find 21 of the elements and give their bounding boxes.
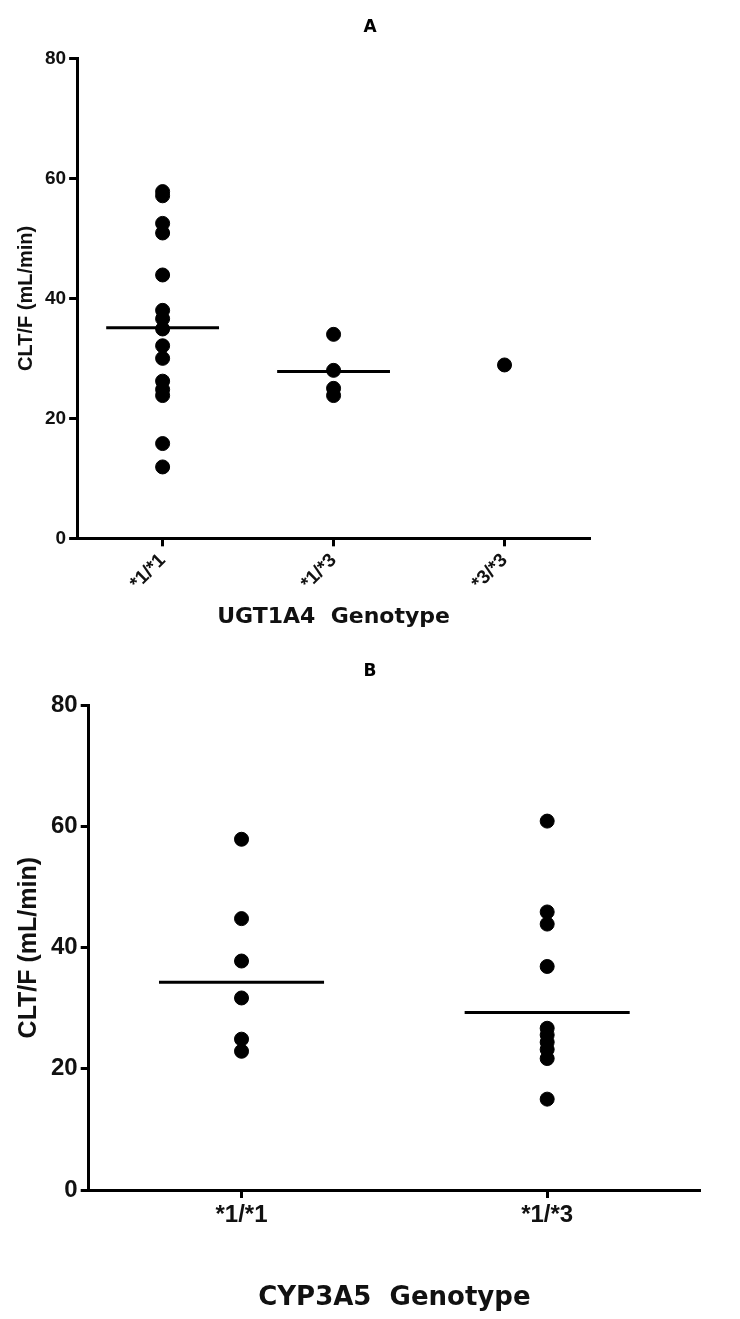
x-tick-label: *1/*3 (521, 1200, 574, 1228)
x-tick-label: *1/*1 (215, 1200, 268, 1228)
y-tick-label: 80 (50, 690, 78, 718)
x-axis-title: UGT1A4 Genotype (217, 602, 450, 628)
y-tick-label: 40 (44, 286, 67, 308)
y-axis-title: CLT/F (mL/min) (13, 225, 36, 371)
chart-title: B (362, 659, 378, 682)
y-tick-label: 60 (50, 811, 78, 839)
x-tick-label: *1/*1 (125, 548, 170, 594)
x-tick-label: *1/*3 (296, 549, 341, 594)
y-tick-label: 20 (50, 1053, 78, 1081)
chart-title: A (362, 15, 378, 38)
y-tick-label: 0 (64, 1174, 78, 1202)
y-axis-title: CLT/F (mL/min) (12, 856, 41, 1039)
y-tick-label: 40 (50, 932, 78, 960)
x-axis-title: CYP3A5 Genotype (258, 1281, 531, 1312)
y-tick-label: 80 (44, 46, 67, 68)
y-tick-label: 60 (44, 166, 67, 188)
x-tick-label: *3/*3 (467, 549, 512, 594)
y-tick-label: 20 (44, 406, 67, 428)
y-tick-label: 0 (55, 526, 67, 548)
